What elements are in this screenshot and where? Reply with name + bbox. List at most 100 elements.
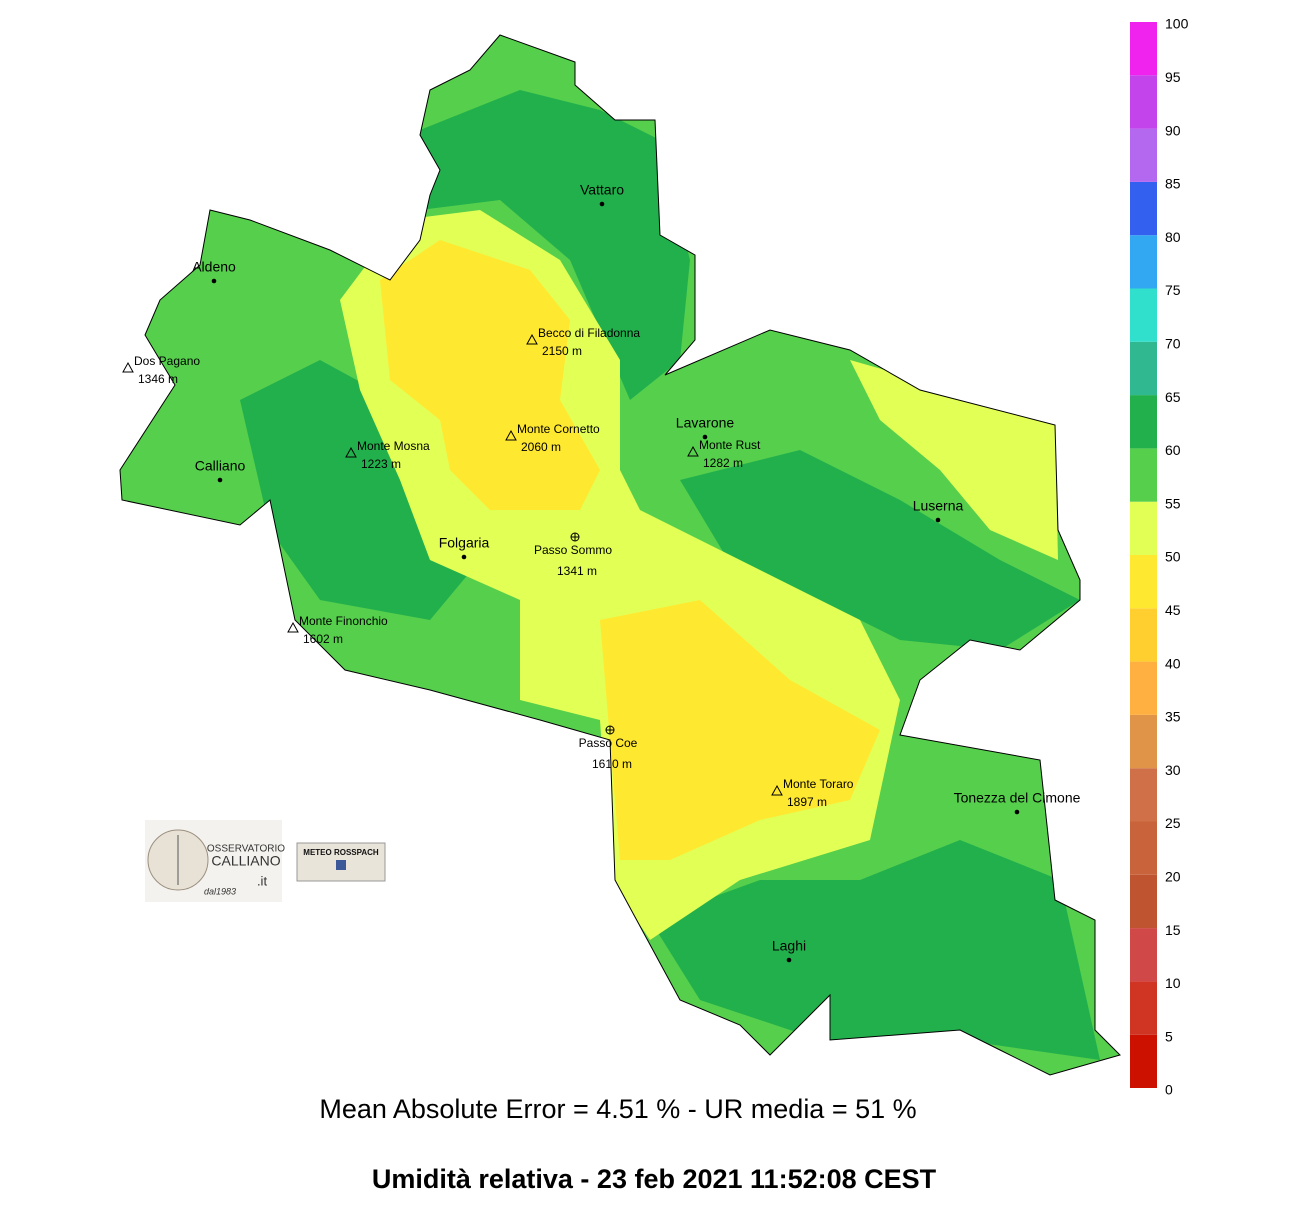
colorbar-tick-label: 75 bbox=[1165, 282, 1181, 298]
peak-marker bbox=[771, 784, 783, 796]
colorbar-tick-label: 55 bbox=[1165, 495, 1181, 511]
colorbar-tick-label: 0 bbox=[1165, 1082, 1173, 1098]
town-marker bbox=[217, 477, 223, 483]
colorbar-segment bbox=[1130, 768, 1157, 822]
colorbar: 0 5 10 15 20 25 30 35 40 45 50 55 60 65 70 75 80 85 90 95 10… bbox=[1130, 16, 1189, 1098]
town-marker bbox=[211, 278, 217, 284]
peak-name: Monte Mosna bbox=[357, 439, 430, 453]
pass-name: Passo Sommo bbox=[534, 543, 612, 557]
peak-name: Monte Cornetto bbox=[517, 422, 600, 436]
colorbar-tick-label: 80 bbox=[1165, 229, 1181, 245]
colorbar-segment bbox=[1130, 22, 1157, 76]
colorbar-tick-label: 35 bbox=[1165, 709, 1181, 725]
colorbar-tick-label: 100 bbox=[1165, 16, 1189, 32]
zone-40-45 bbox=[380, 240, 600, 510]
peak-name: Monte Finonchio bbox=[299, 614, 388, 628]
colorbar-segment bbox=[1130, 555, 1157, 609]
colorbar-segment bbox=[1130, 1034, 1157, 1088]
colorbar-tick-label: 70 bbox=[1165, 336, 1181, 352]
town-label: Tonezza del Cimone bbox=[954, 790, 1081, 806]
pass-elevation: 1341 m bbox=[557, 564, 597, 578]
logo-text: OSSERVATORIO bbox=[207, 844, 285, 855]
error-line: Mean Absolute Error = 4.51 % - UR media … bbox=[319, 1094, 916, 1124]
colorbar-tick-label: 40 bbox=[1165, 655, 1181, 671]
colorbar-segment bbox=[1130, 448, 1157, 502]
zone-40-45 bbox=[600, 600, 880, 860]
peak-elevation: 2060 m bbox=[521, 440, 561, 454]
area-outline bbox=[119, 34, 1121, 1076]
colorbar-segment bbox=[1130, 288, 1157, 342]
logo-observatory: OSSERVATORIO CALLIANO .it dal1983 bbox=[145, 820, 285, 902]
peak-marker bbox=[505, 429, 517, 441]
peak-name: Becco di Filadonna bbox=[538, 326, 640, 340]
town-label: Laghi bbox=[772, 938, 806, 954]
colorbar-segment bbox=[1130, 75, 1157, 129]
colorbar-tick-label: 10 bbox=[1165, 975, 1181, 991]
peak-marker bbox=[287, 621, 299, 633]
colorbar-segment bbox=[1130, 501, 1157, 555]
logo-text: CALLIANO bbox=[211, 853, 280, 869]
town-label: Calliano bbox=[195, 458, 246, 474]
colorbar-tick-label: 90 bbox=[1165, 122, 1181, 138]
colorbar-segment bbox=[1130, 874, 1157, 929]
colorbar-segment bbox=[1130, 395, 1157, 449]
pass-name: Passo Coe bbox=[579, 736, 638, 750]
town-label: Vattaro bbox=[580, 182, 624, 198]
town-label: Folgaria bbox=[439, 535, 490, 551]
peak-elevation: 1602 m bbox=[303, 632, 343, 646]
peak-marker bbox=[526, 333, 538, 345]
colorbar-tick-label: 20 bbox=[1165, 869, 1181, 885]
logo-text: METEO ROSSPACH bbox=[303, 848, 379, 857]
peak-marker bbox=[122, 361, 134, 373]
town-marker bbox=[786, 957, 792, 963]
colorbar-tick-label: 65 bbox=[1165, 389, 1181, 405]
zone-55-60 bbox=[650, 840, 1100, 1060]
colorbar-segment bbox=[1130, 714, 1157, 769]
peak-elevation: 1897 m bbox=[787, 795, 827, 809]
town-marker bbox=[935, 517, 941, 523]
colorbar-segment bbox=[1130, 608, 1157, 662]
colorbar-segment bbox=[1130, 181, 1157, 236]
colorbar-tick-label: 45 bbox=[1165, 602, 1181, 618]
pass-marker-cross bbox=[571, 533, 579, 541]
town-label: Lavarone bbox=[676, 415, 735, 431]
logo-meteo: METEO ROSSPACH bbox=[296, 842, 386, 882]
colorbar-tick-label: 95 bbox=[1165, 69, 1181, 85]
pass-marker-cross bbox=[606, 726, 614, 734]
peak-name: Dos Pagano bbox=[134, 354, 200, 368]
colorbar-segment bbox=[1130, 235, 1157, 289]
peak-elevation: 1223 m bbox=[361, 457, 401, 471]
peak-elevation: 2150 m bbox=[542, 344, 582, 358]
pass-elevation: 1610 m bbox=[592, 757, 632, 771]
town-marker bbox=[1014, 809, 1020, 815]
colorbar-segment bbox=[1130, 341, 1157, 396]
colorbar-tick-label: 60 bbox=[1165, 442, 1181, 458]
logo-text: .it bbox=[257, 873, 268, 888]
logo-icon bbox=[336, 860, 346, 870]
town-marker bbox=[599, 201, 605, 207]
colorbar-tick-label: 15 bbox=[1165, 922, 1181, 938]
colorbar-segment bbox=[1130, 661, 1157, 715]
town-marker bbox=[461, 554, 467, 560]
town-label: Aldeno bbox=[192, 259, 236, 275]
town-label: Luserna bbox=[913, 498, 964, 514]
colorbar-segment bbox=[1130, 928, 1157, 982]
logo-text: dal1983 bbox=[204, 886, 236, 896]
colorbar-tick-label: 85 bbox=[1165, 176, 1181, 192]
peak-elevation: 1282 m bbox=[703, 456, 743, 470]
colorbar-tick-label: 5 bbox=[1165, 1028, 1173, 1044]
peak-marker bbox=[345, 446, 357, 458]
colorbar-segment bbox=[1130, 821, 1157, 875]
colorbar-tick-label: 50 bbox=[1165, 549, 1181, 565]
zone-55-60 bbox=[680, 450, 1080, 650]
peak-marker bbox=[687, 445, 699, 457]
zone-55-60 bbox=[420, 90, 690, 400]
title: Umidità relativa - 23 feb 2021 11:52:08 … bbox=[372, 1164, 937, 1194]
places: Vattaro Aldeno Calliano Folgaria Lavarone Lus… bbox=[122, 182, 1081, 963]
colorbar-tick-label: 30 bbox=[1165, 762, 1181, 778]
colorbar-segment bbox=[1130, 128, 1157, 182]
peak-name: Monte Toraro bbox=[783, 777, 854, 791]
peak-name: Monte Rust bbox=[699, 438, 761, 452]
